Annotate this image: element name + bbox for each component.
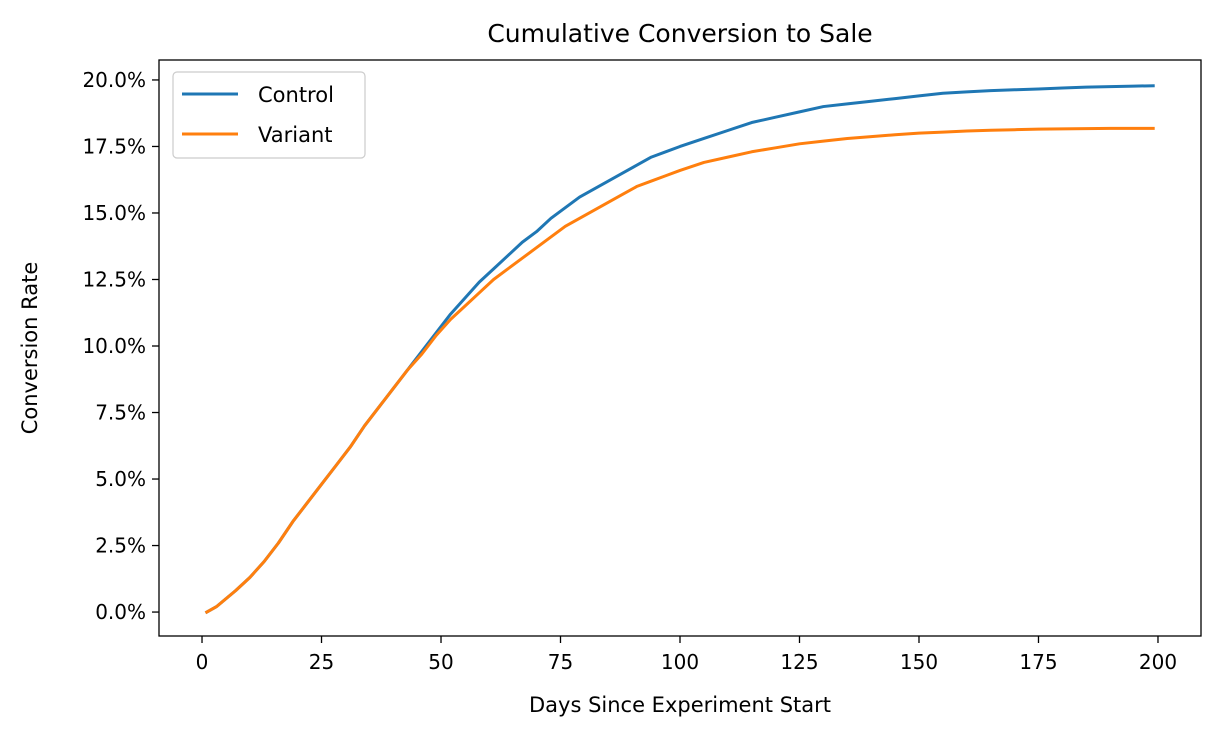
x-tick-label: 175 — [1019, 650, 1057, 674]
series-line-variant — [204, 126, 1155, 615]
legend-label-control: Control — [258, 83, 334, 107]
plot-frame — [158, 59, 1202, 637]
y-axis-label: Conversion Rate — [18, 262, 42, 435]
x-tick-label: 75 — [548, 650, 573, 674]
x-tick-label: 0 — [196, 650, 209, 674]
legend: Control Variant — [172, 71, 366, 159]
x-tick-label: 200 — [1139, 650, 1177, 674]
x-tick-label: 50 — [428, 650, 453, 674]
y-tick-label: 7.5% — [95, 401, 146, 425]
x-tick-label: 25 — [309, 650, 334, 674]
y-axis-ticks: 0.0% 2.5% 5.0% 7.5% 10.0% 12.5% 15.0% 17.5% 20.0… — [82, 68, 159, 624]
y-tick-label: 5.0% — [95, 467, 146, 491]
y-tick-label: 10.0% — [82, 334, 146, 358]
x-axis-label: Days Since Experiment Start — [529, 693, 831, 717]
series-layer — [204, 84, 1155, 615]
y-tick-label: 0.0% — [95, 600, 146, 624]
y-tick-label: 12.5% — [82, 267, 146, 291]
x-tick-label: 150 — [900, 650, 938, 674]
legend-label-variant: Variant — [258, 123, 332, 147]
y-tick-label: 15.0% — [82, 201, 146, 225]
y-tick-label: 17.5% — [82, 134, 146, 158]
chart-title: Cumulative Conversion to Sale — [487, 19, 872, 48]
x-tick-label: 100 — [661, 650, 699, 674]
y-tick-label: 2.5% — [95, 534, 146, 558]
x-tick-label: 125 — [780, 650, 818, 674]
x-axis-ticks: 0 25 50 75 100 125 150 175 200 — [196, 636, 1177, 674]
y-tick-label: 20.0% — [82, 68, 146, 92]
